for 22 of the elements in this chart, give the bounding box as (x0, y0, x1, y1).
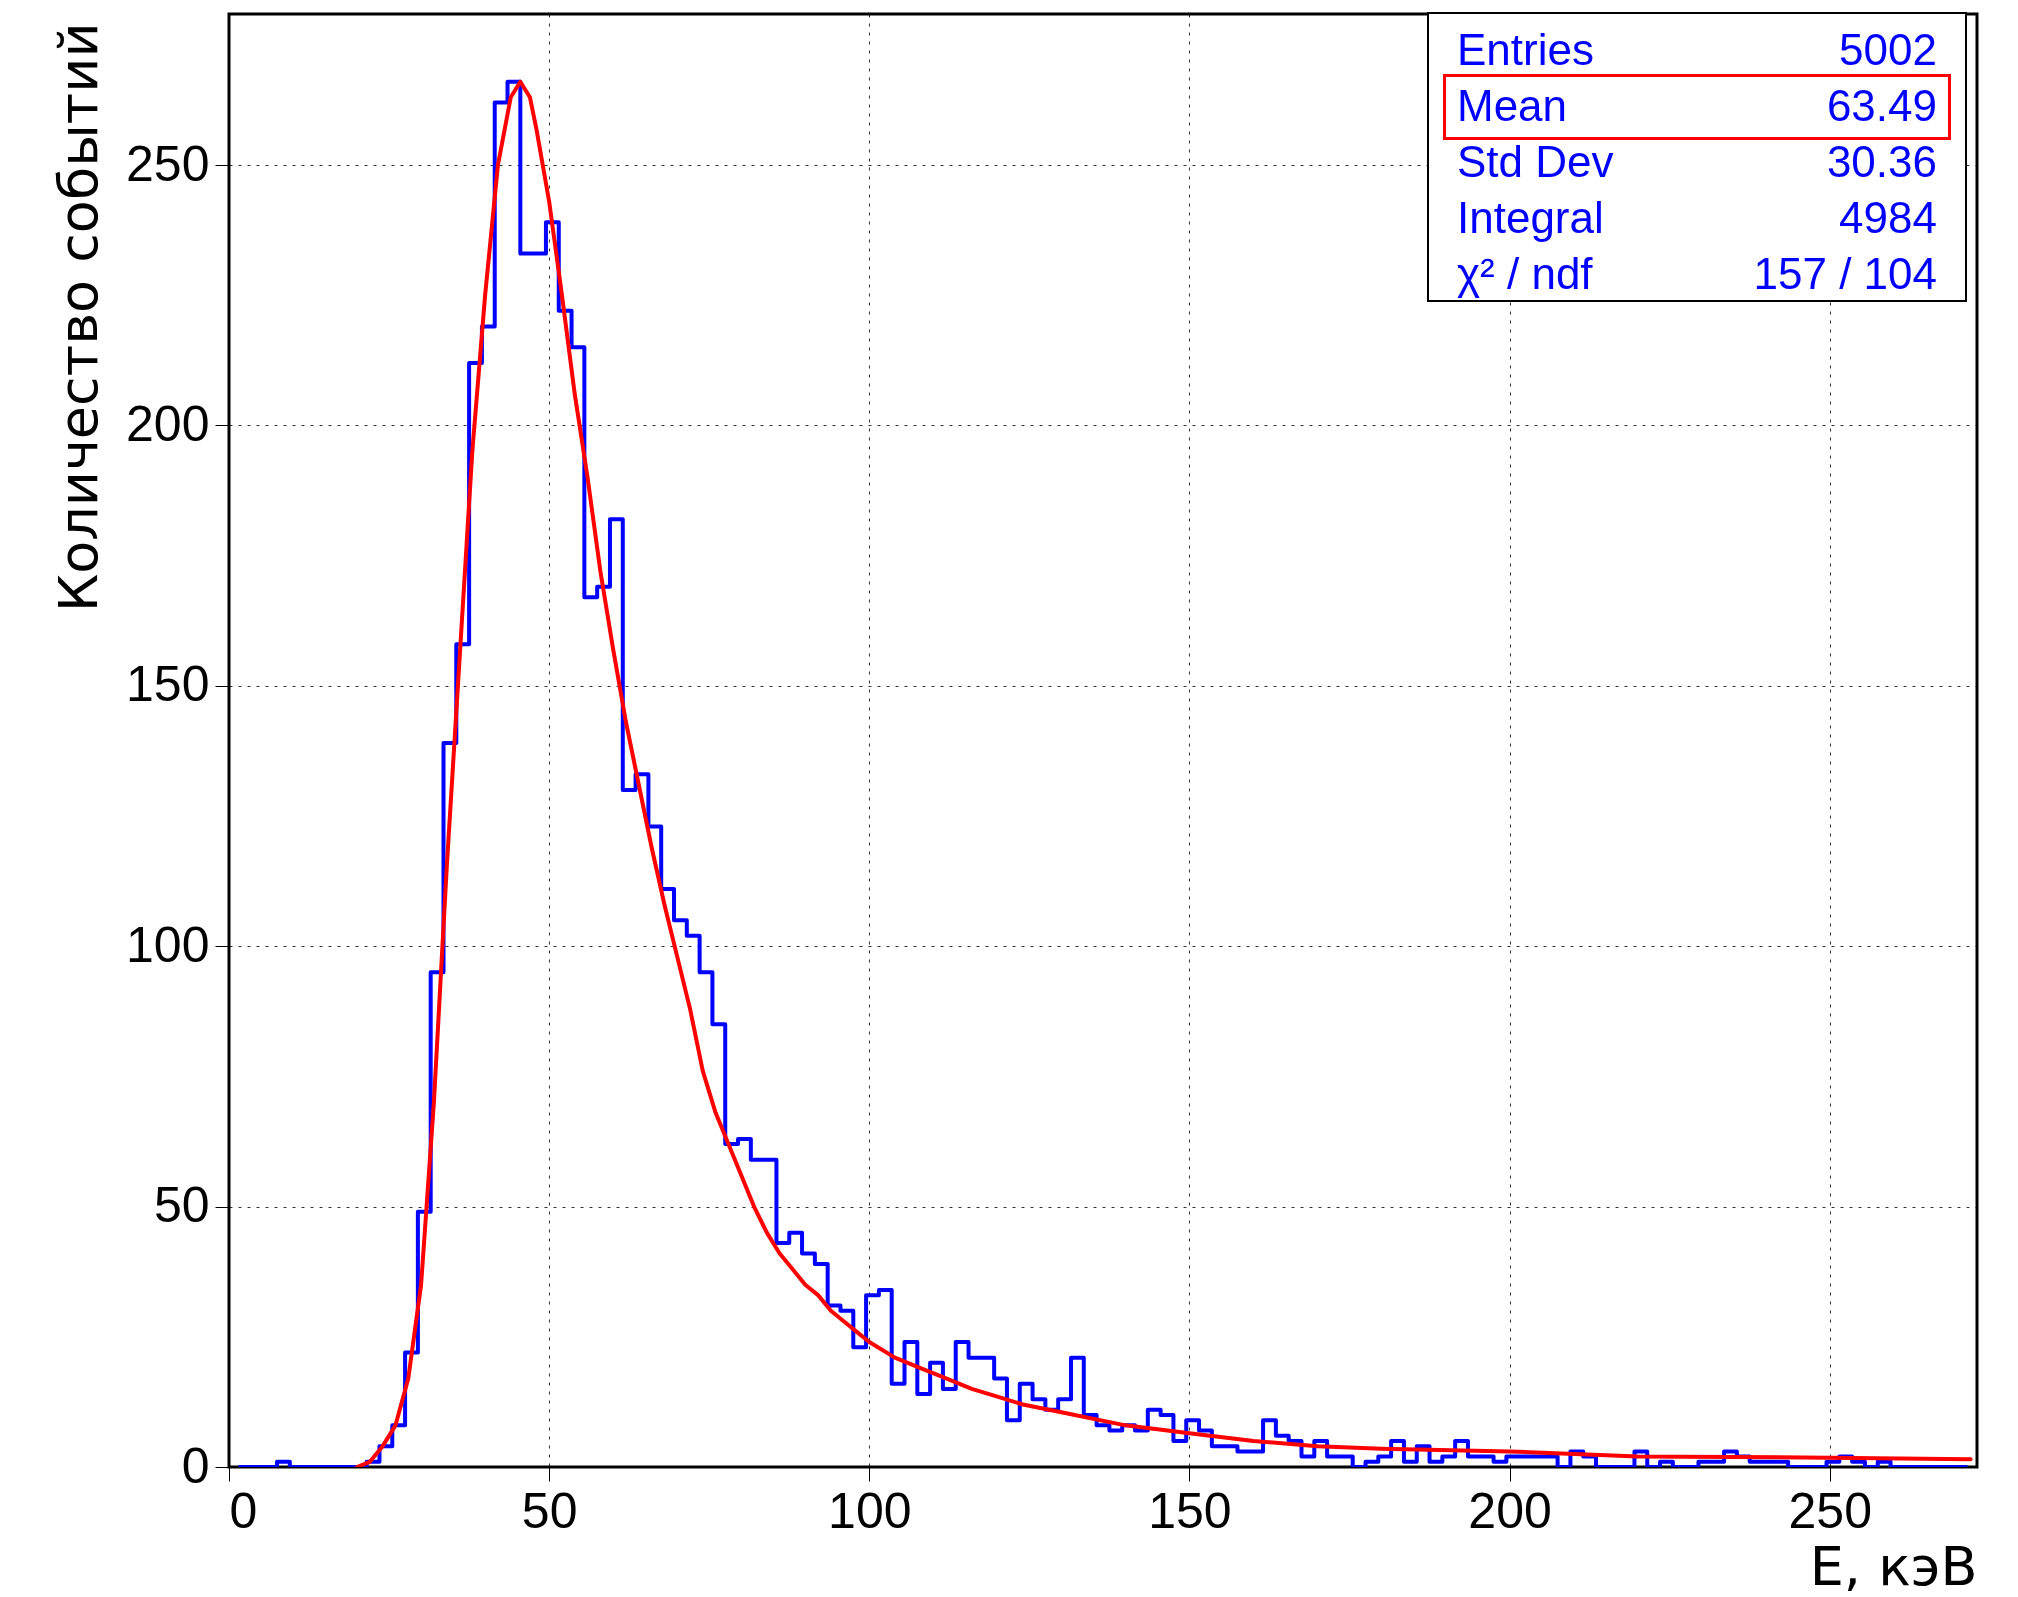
x-tick-label: 150 (1148, 1482, 1232, 1539)
annotation: Entries (1457, 25, 1594, 74)
annotation: χ² / ndf (1457, 249, 1593, 298)
y-tick-label: 50 (153, 1177, 210, 1234)
annotation: 157 / 104 (1753, 248, 1937, 300)
x-tick-label: 200 (1468, 1482, 1552, 1539)
x-tick-label: 100 (828, 1482, 912, 1539)
annotation: 5002 (1839, 24, 1937, 76)
y-tick-label: 0 (181, 1437, 210, 1494)
annotation: 63.49 (1826, 80, 1937, 132)
y-tick-label: 150 (126, 656, 210, 713)
y-tick-label: 200 (126, 395, 210, 452)
y-axis-title: Количество событий (47, 22, 111, 613)
annotation: Std Dev (1457, 137, 1614, 186)
y-tick-label: 100 (126, 916, 210, 973)
annotation: Integral (1457, 193, 1604, 242)
annotation: 30.36 (1826, 136, 1937, 188)
x-tick-label: 0 (229, 1482, 258, 1539)
annotation: 4984 (1839, 192, 1937, 244)
annotation: Mean (1457, 81, 1568, 130)
x-tick-label: 50 (521, 1482, 578, 1539)
y-tick-label: 250 (126, 135, 210, 192)
